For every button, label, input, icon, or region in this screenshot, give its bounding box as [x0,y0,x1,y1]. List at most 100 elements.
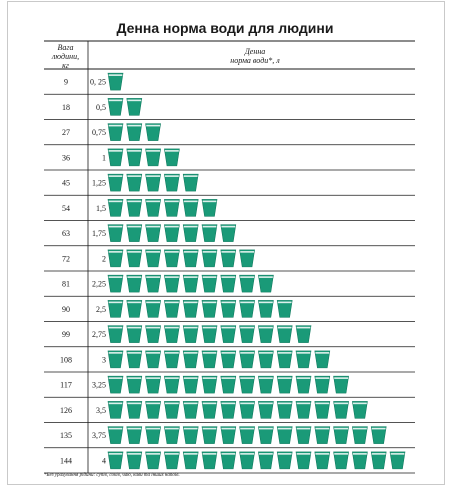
glass-rim-highlight [127,225,142,228]
glass-rim-highlight [259,402,273,405]
water-glass-icon [220,300,237,318]
glass-rim-highlight [127,150,142,152]
water-glass-icon [145,173,161,192]
glass-rim-highlight [371,453,386,455]
glass-rim-highlight [165,402,179,405]
glass-rim-highlight [353,402,367,405]
footnote: *Без урахування рідини: супів, соків, ча… [44,473,180,478]
glass-rim-highlight [183,453,198,455]
glass-rim-highlight [277,301,292,304]
glass-rim-highlight [296,352,311,354]
water-glass-icon [201,224,218,242]
norm-value: 1,75 [92,229,106,238]
water-glass-icon [107,148,124,167]
water-glass-icon [258,350,274,369]
glass-rim-highlight [108,200,123,203]
water-glass-icon [370,451,387,470]
weight-value: 108 [60,355,72,364]
norm-value: 3 [102,355,106,364]
glass-rim-highlight [221,251,236,253]
water-glass-icon [182,375,199,394]
water-glass-icon [258,274,274,293]
water-glass-icon [276,375,293,394]
glass-rim-highlight [202,276,217,278]
glass-rim-highlight [108,99,123,102]
norm-value: 0,5 [96,103,106,112]
water-glass-icon [126,350,143,369]
water-glass-icon [145,350,161,369]
glass-rim-highlight [127,175,142,177]
norm-value: 4 [102,456,106,465]
glass-rim-highlight [183,402,198,405]
water-glass-icon [182,300,199,318]
water-glass-icon [145,224,161,242]
water-glass-icon [239,451,255,470]
glass-rim-highlight [146,377,160,379]
norm-header-line2: норма води*, л [190,56,320,65]
glass-rim-highlight [127,301,142,304]
water-glass-icon [333,375,349,394]
norm-value: 0, 25 [90,78,106,87]
water-glass-icon [201,375,218,394]
water-glass-icon [182,274,199,293]
glass-rim-highlight [202,377,217,379]
glass-rim-highlight [127,427,142,430]
water-glass-icon [201,350,218,369]
glass-rim-highlight [146,402,160,405]
water-glass-icon [182,173,199,192]
glass-rim-highlight [127,326,142,329]
water-glass-icon [220,274,237,293]
weight-value: 144 [60,456,72,465]
glass-rim-highlight [296,402,311,405]
glass-rim-highlight [221,225,236,228]
water-glass-icon [164,325,180,343]
weight-value: 27 [62,128,70,137]
water-glass-icon [295,350,312,369]
water-glass-icon [314,375,331,394]
glass-rim-highlight [108,74,123,76]
water-glass-icon [220,401,237,419]
glass-rim-highlight [221,402,236,405]
glass-rim-highlight [296,326,311,329]
water-glass-icon [182,451,199,470]
water-glass-icon [107,350,124,369]
glass-rim-highlight [108,453,123,455]
glass-rim-highlight [127,124,142,127]
glass-rim-highlight [315,402,330,405]
glass-rim-highlight [165,150,179,152]
water-glass-icon [258,426,274,444]
water-glass-icon [239,426,255,444]
glass-rim-highlight [202,200,217,203]
norm-value: 0,75 [92,128,106,137]
water-glass-icon [107,426,124,444]
norm-header-line1: Денна [244,47,266,56]
water-glass-icon [164,375,180,394]
weight-value: 72 [62,254,70,263]
water-glass-icon [126,148,143,167]
glass-rim-highlight [183,200,198,203]
water-glass-icon [107,199,124,217]
glass-rim-highlight [202,301,217,304]
norm-column-header: Денна норма води*, л [190,47,320,65]
glass-rim-highlight [127,276,142,278]
water-glass-icon [164,173,180,192]
glass-rim-highlight [108,276,123,278]
norm-value: 2,75 [92,330,106,339]
water-glass-icon [164,426,180,444]
glass-rim-highlight [165,276,179,278]
water-glass-icon [182,350,199,369]
water-glass-icon [107,325,124,343]
glass-rim-highlight [202,251,217,253]
water-glass-icon [239,401,255,419]
glass-rim-highlight [146,200,160,203]
water-glass-icon [258,325,274,343]
water-glass-icon [239,350,255,369]
glass-rim-highlight [165,200,179,203]
glass-rim-highlight [183,326,198,329]
water-glass-icon [107,224,124,242]
water-glass-icon [295,375,312,394]
glass-rim-highlight [240,377,254,379]
weight-header-line2: людини, [51,52,80,61]
water-glass-icon [145,274,161,293]
water-glass-icon [145,426,161,444]
